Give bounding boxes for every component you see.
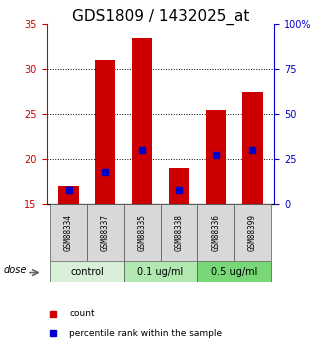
Bar	[197, 204, 234, 261]
Text: count: count	[69, 309, 95, 318]
Text: GSM88336: GSM88336	[211, 214, 220, 251]
Text: control: control	[70, 267, 104, 276]
Bar	[242, 92, 263, 204]
Bar	[124, 261, 197, 282]
Bar	[50, 261, 124, 282]
Text: GSM88334: GSM88334	[64, 214, 73, 251]
Bar	[132, 38, 152, 204]
Text: 0.1 ug/ml: 0.1 ug/ml	[137, 267, 184, 276]
Bar	[50, 204, 87, 261]
Text: dose: dose	[4, 265, 27, 275]
Text: GSM88335: GSM88335	[138, 214, 147, 251]
Text: GSM88338: GSM88338	[174, 214, 183, 251]
Bar	[87, 204, 124, 261]
Bar	[205, 110, 226, 204]
Text: GSM88337: GSM88337	[101, 214, 110, 251]
Bar	[160, 204, 197, 261]
Bar	[234, 204, 271, 261]
Bar	[169, 168, 189, 204]
Text: GDS1809 / 1432025_at: GDS1809 / 1432025_at	[72, 9, 249, 25]
Bar	[124, 204, 160, 261]
Text: 0.5 ug/ml: 0.5 ug/ml	[211, 267, 257, 276]
Bar	[95, 60, 116, 204]
Bar	[197, 261, 271, 282]
Text: percentile rank within the sample: percentile rank within the sample	[69, 329, 222, 338]
Text: GSM88399: GSM88399	[248, 214, 257, 251]
Bar	[58, 186, 79, 204]
